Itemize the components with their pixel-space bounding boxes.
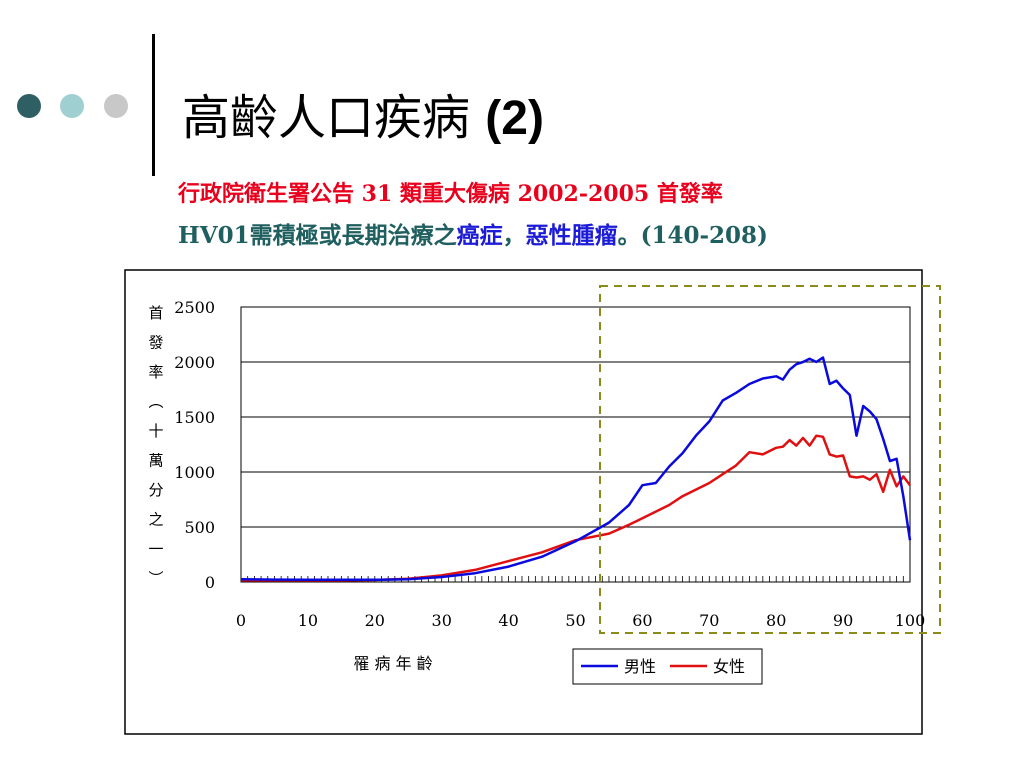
- y-tick-label-500: 500: [184, 518, 215, 537]
- legend-male-label: 男性: [624, 657, 656, 676]
- x-tick-label-30: 30: [432, 611, 452, 630]
- x-tick-label-0: 0: [236, 611, 246, 630]
- y-tick-label-2000: 2000: [174, 353, 215, 372]
- y-tick-label-1000: 1000: [174, 463, 215, 482]
- y-tick-label-1500: 1500: [174, 408, 215, 427]
- male-incidence-line: [240, 356, 912, 582]
- x-tick-label-10: 10: [298, 611, 318, 630]
- title-text: 高齡人口疾病: [182, 90, 471, 146]
- legend-female-label: 女性: [713, 657, 745, 676]
- x-tick-label-40: 40: [498, 611, 518, 630]
- title-number: (2): [485, 92, 544, 145]
- y-axis-label-char: ︶: [148, 570, 163, 588]
- title-divider: [152, 34, 155, 176]
- subtitle-keyword-cancer: 癌症: [456, 222, 503, 249]
- y-axis-label-char: 萬: [148, 452, 163, 470]
- y-tick-label-0: 0: [205, 573, 215, 592]
- subtitle-line-1: 行政院衛生署公告 31 類重大傷病 2002-2005 首發率: [178, 181, 723, 207]
- y-axis-label-char: 十: [148, 422, 163, 440]
- subtitle-desc: 需積極或長期治療之: [249, 222, 457, 249]
- y-axis-label-char: 一: [148, 540, 163, 558]
- page-title: 高齡人口疾病 (2): [182, 78, 544, 148]
- x-tick-label-20: 20: [365, 611, 385, 630]
- subtitle-line-2: HV01需積極或長期治療之癌症，惡性腫瘤。(140-208): [178, 216, 768, 250]
- subtitle-keyword-tumor: 惡性腫瘤: [525, 222, 618, 249]
- decor-dot-gray: [104, 94, 128, 118]
- x-tick-label-60: 60: [632, 611, 652, 630]
- y-axis-label-char: ︵: [148, 393, 163, 411]
- y-axis-label-char: 首: [148, 304, 163, 322]
- y-axis-label-char: 發: [148, 334, 163, 352]
- y-axis-label-char: 率: [148, 363, 163, 381]
- female-incidence-line: [241, 434, 911, 582]
- decor-dot-dark: [17, 94, 41, 118]
- x-tick-label-80: 80: [766, 611, 786, 630]
- legend: 男性 女性: [572, 648, 763, 685]
- highlight-box: [599, 285, 941, 634]
- y-axis-label-char: 之: [148, 511, 163, 529]
- subtitle-code: HV01: [178, 222, 250, 249]
- y-tick-label-2500: 2500: [174, 298, 215, 317]
- x-axis-label: 罹 病 年 齡: [353, 654, 432, 673]
- x-tick-label-90: 90: [833, 611, 853, 630]
- y-axis-label-char: 分: [148, 481, 163, 499]
- x-tick-label-70: 70: [699, 611, 719, 630]
- subtitle-comma: ，: [502, 222, 526, 249]
- x-tick-label-100: 100: [895, 611, 926, 630]
- x-tick-label-50: 50: [565, 611, 585, 630]
- subtitle-code-range: 。(140-208): [617, 222, 768, 249]
- decor-dot-teal: [60, 94, 84, 118]
